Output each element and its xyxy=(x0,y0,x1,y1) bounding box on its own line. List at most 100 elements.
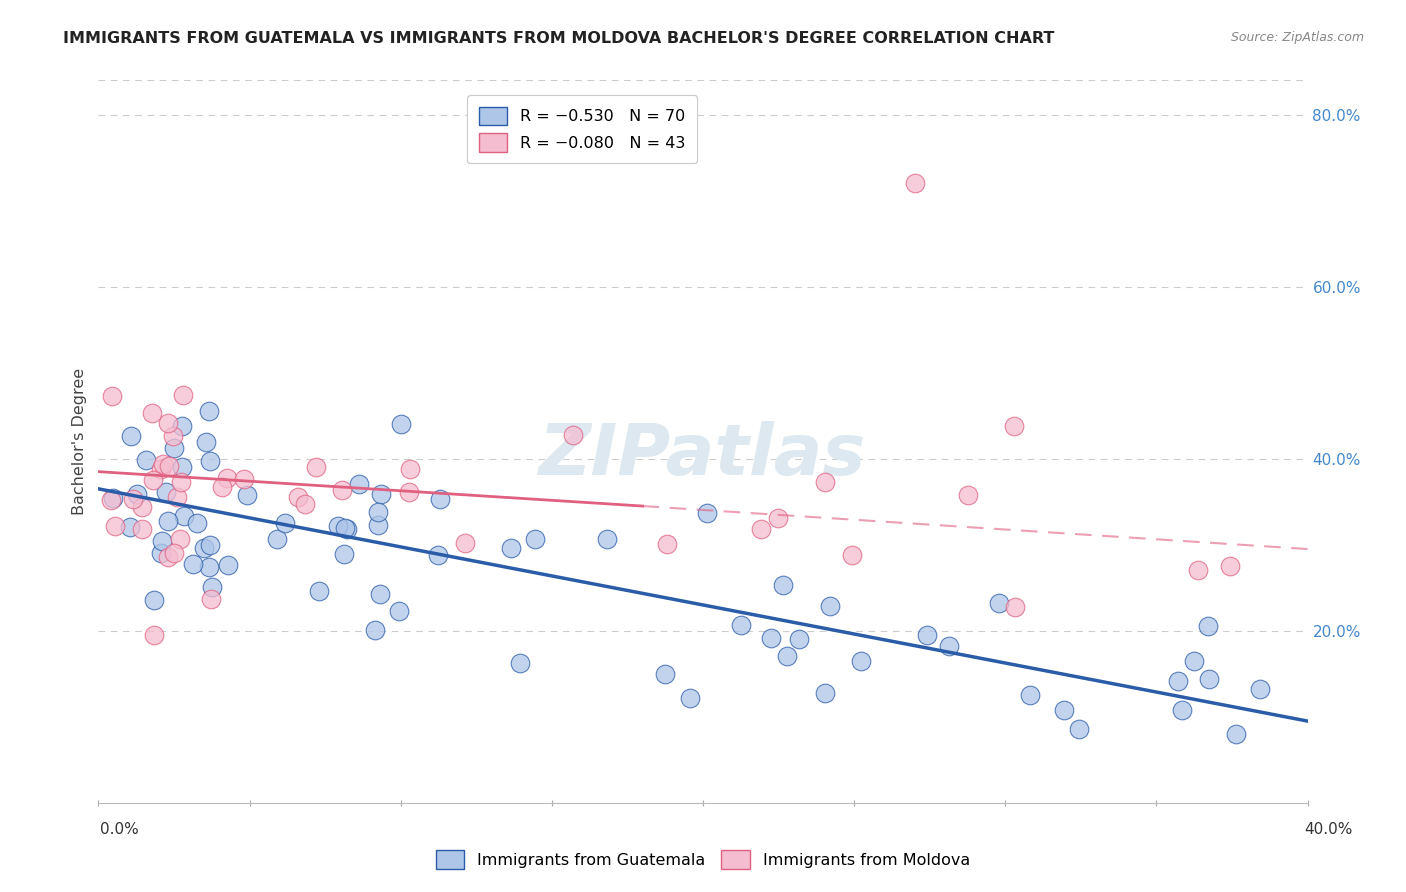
Point xyxy=(1198,672,1220,686)
Point xyxy=(156,549,179,564)
Point xyxy=(987,596,1010,610)
Point xyxy=(173,509,195,524)
Point xyxy=(305,460,328,475)
Point xyxy=(429,491,451,506)
Point xyxy=(127,487,149,501)
Point xyxy=(162,429,184,443)
Point xyxy=(368,587,391,601)
Point xyxy=(523,532,546,546)
Text: IMMIGRANTS FROM GUATEMALA VS IMMIGRANTS FROM MOLDOVA BACHELOR'S DEGREE CORRELATI: IMMIGRANTS FROM GUATEMALA VS IMMIGRANTS … xyxy=(63,31,1054,46)
Point xyxy=(217,558,239,572)
Point xyxy=(370,487,392,501)
Text: 40.0%: 40.0% xyxy=(1305,822,1353,837)
Point xyxy=(143,593,166,607)
Point xyxy=(818,599,841,613)
Point xyxy=(787,632,810,647)
Point xyxy=(118,520,141,534)
Point xyxy=(814,475,837,489)
Point xyxy=(367,505,389,519)
Point xyxy=(814,686,837,700)
Point xyxy=(595,532,617,546)
Point xyxy=(1219,559,1241,574)
Point xyxy=(347,477,370,491)
Point xyxy=(100,493,122,508)
Point xyxy=(364,623,387,637)
Point xyxy=(398,485,420,500)
Point xyxy=(772,578,794,592)
Point xyxy=(104,519,127,533)
Point xyxy=(1182,654,1205,668)
Point xyxy=(389,417,412,431)
Point xyxy=(200,454,222,468)
Point xyxy=(170,419,193,434)
Point xyxy=(100,389,122,403)
Point xyxy=(399,461,422,475)
Point xyxy=(166,490,188,504)
Point xyxy=(501,541,523,555)
Point xyxy=(149,461,172,475)
Point xyxy=(200,591,222,606)
Point xyxy=(193,541,215,556)
Point xyxy=(135,452,157,467)
Point xyxy=(163,442,186,456)
Point xyxy=(287,490,309,504)
Point xyxy=(957,488,980,502)
Point xyxy=(273,516,295,530)
Point xyxy=(749,522,772,536)
Point xyxy=(1171,703,1194,717)
Point xyxy=(211,480,233,494)
Point xyxy=(367,517,389,532)
Point xyxy=(1067,723,1090,737)
Point xyxy=(155,485,177,500)
Point xyxy=(142,628,165,642)
Point xyxy=(1187,562,1209,576)
Point xyxy=(759,632,782,646)
Point xyxy=(1249,682,1271,697)
Point xyxy=(562,428,585,442)
Point xyxy=(776,648,799,663)
Point xyxy=(120,428,142,442)
Y-axis label: Bachelor's Degree: Bachelor's Degree xyxy=(72,368,87,515)
Point xyxy=(122,491,145,506)
Point xyxy=(1225,727,1247,741)
Point xyxy=(198,404,221,418)
Point xyxy=(730,618,752,632)
Point xyxy=(1167,674,1189,689)
Point xyxy=(1004,600,1026,615)
Point xyxy=(333,547,356,561)
Text: ZIPatlas: ZIPatlas xyxy=(540,422,866,491)
Point xyxy=(157,416,180,430)
Point xyxy=(170,475,193,489)
Point xyxy=(232,472,254,486)
Point xyxy=(101,491,124,505)
Legend: Immigrants from Guatemala, Immigrants from Moldova: Immigrants from Guatemala, Immigrants fr… xyxy=(429,844,977,875)
Point xyxy=(657,537,679,551)
Point xyxy=(172,388,194,402)
Point xyxy=(266,532,288,546)
Point xyxy=(696,506,718,520)
Point xyxy=(654,666,676,681)
Point xyxy=(1197,619,1219,633)
Legend: R = −0.530   N = 70, R = −0.080   N = 43: R = −0.530 N = 70, R = −0.080 N = 43 xyxy=(467,95,697,162)
Point xyxy=(841,548,863,562)
Point xyxy=(150,546,173,560)
Point xyxy=(1002,418,1025,433)
Point xyxy=(131,522,153,536)
Point xyxy=(388,604,411,618)
Point xyxy=(170,459,193,474)
Point xyxy=(200,580,222,594)
Point xyxy=(336,522,359,536)
Point xyxy=(198,559,221,574)
Point xyxy=(766,511,789,525)
Point xyxy=(454,535,477,549)
Point xyxy=(152,457,174,471)
Point xyxy=(308,584,330,599)
Text: Source: ZipAtlas.com: Source: ZipAtlas.com xyxy=(1230,31,1364,45)
Point xyxy=(330,483,353,498)
Point xyxy=(915,628,938,642)
Point xyxy=(904,177,927,191)
Point xyxy=(335,521,357,535)
Point xyxy=(679,691,702,706)
Point xyxy=(198,538,221,552)
Point xyxy=(150,533,173,548)
